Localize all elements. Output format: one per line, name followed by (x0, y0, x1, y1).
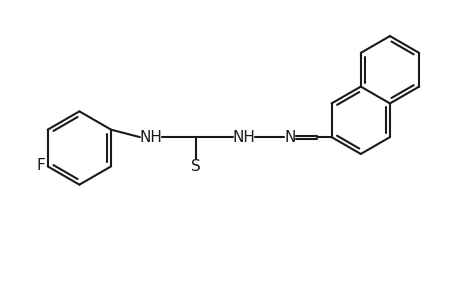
Text: S: S (191, 159, 201, 174)
Text: N: N (284, 130, 296, 145)
Text: F: F (36, 158, 45, 173)
Text: NH: NH (232, 130, 255, 145)
Text: NH: NH (139, 130, 162, 145)
